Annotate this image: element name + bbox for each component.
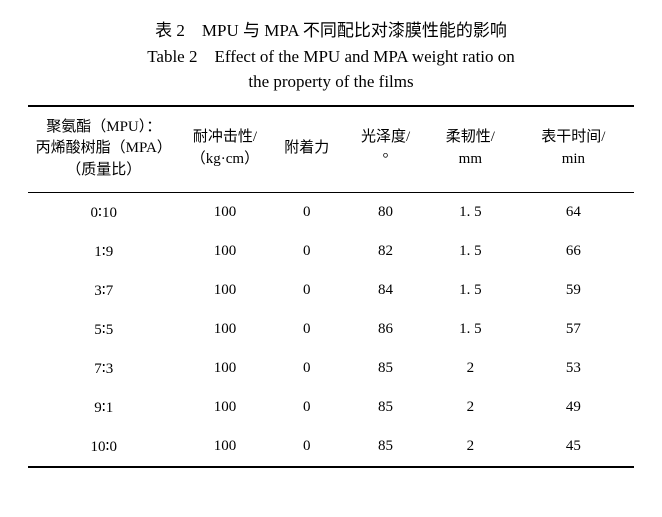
header-text: 耐冲击性/ [193,129,257,145]
table-row: 1∶9 100 0 82 1. 5 66 [28,232,634,271]
cell-adhesion: 0 [270,349,343,388]
cell-impact: 100 [180,349,271,388]
data-table: 聚氨酯（MPU）： 丙烯酸树脂（MPA） （质量比） 耐冲击性/ （kg·cm）… [28,105,634,468]
cell-gloss: 84 [343,271,428,310]
header-text: ° [383,151,389,167]
cell-adhesion: 0 [270,310,343,349]
cell-drytime: 45 [513,427,634,467]
cell-drytime: 49 [513,388,634,427]
cell-flex: 1. 5 [428,232,513,271]
cell-gloss: 85 [343,388,428,427]
cell-flex: 1. 5 [428,310,513,349]
cell-ratio: 7∶3 [28,349,180,388]
header-text: 光泽度/ [361,129,410,145]
cell-impact: 100 [180,232,271,271]
caption-line-cn: 表 2 MPU 与 MPA 不同配比对漆膜性能的影响 [28,18,634,44]
table-row: 3∶7 100 0 84 1. 5 59 [28,271,634,310]
header-text: （质量比） [66,162,141,178]
cell-ratio: 1∶9 [28,232,180,271]
cell-gloss: 82 [343,232,428,271]
cell-flex: 2 [428,349,513,388]
cell-adhesion: 0 [270,271,343,310]
cell-ratio: 5∶5 [28,310,180,349]
header-text: 表干时间/ [541,129,605,145]
cell-adhesion: 0 [270,192,343,232]
cell-drytime: 59 [513,271,634,310]
cell-gloss: 86 [343,310,428,349]
cell-drytime: 64 [513,192,634,232]
cell-flex: 2 [428,427,513,467]
header-text: mm [459,151,482,167]
cell-ratio: 0∶10 [28,192,180,232]
cell-impact: 100 [180,427,271,467]
table-row: 5∶5 100 0 86 1. 5 57 [28,310,634,349]
col-header-gloss: 光泽度/ ° [343,106,428,193]
col-header-ratio: 聚氨酯（MPU）： 丙烯酸树脂（MPA） （质量比） [28,106,180,193]
cell-impact: 100 [180,388,271,427]
cell-ratio: 3∶7 [28,271,180,310]
col-header-adhesion: 附着力 [270,106,343,193]
caption-line-en-1: Table 2 Effect of the MPU and MPA weight… [28,44,634,70]
header-text: min [562,151,585,167]
col-header-drytime: 表干时间/ min [513,106,634,193]
cell-ratio: 10∶0 [28,427,180,467]
header-text: 丙烯酸树脂（MPA） [36,140,172,156]
cell-flex: 1. 5 [428,192,513,232]
table-row: 10∶0 100 0 85 2 45 [28,427,634,467]
cell-flex: 1. 5 [428,271,513,310]
cell-drytime: 66 [513,232,634,271]
cell-gloss: 85 [343,349,428,388]
col-header-flex: 柔韧性/ mm [428,106,513,193]
table-row: 7∶3 100 0 85 2 53 [28,349,634,388]
cell-adhesion: 0 [270,388,343,427]
cell-drytime: 53 [513,349,634,388]
table-body: 0∶10 100 0 80 1. 5 64 1∶9 100 0 82 1. 5 … [28,192,634,467]
cell-adhesion: 0 [270,232,343,271]
table-caption: 表 2 MPU 与 MPA 不同配比对漆膜性能的影响 Table 2 Effec… [28,18,634,95]
header-text: 聚氨酯（MPU）： [46,119,161,135]
header-text: （kg·cm） [191,151,259,167]
header-text: 附着力 [284,140,329,156]
cell-adhesion: 0 [270,427,343,467]
cell-impact: 100 [180,310,271,349]
header-text: 柔韧性/ [446,129,495,145]
cell-drytime: 57 [513,310,634,349]
cell-gloss: 85 [343,427,428,467]
cell-flex: 2 [428,388,513,427]
cell-ratio: 9∶1 [28,388,180,427]
table-row: 0∶10 100 0 80 1. 5 64 [28,192,634,232]
cell-gloss: 80 [343,192,428,232]
table-row: 9∶1 100 0 85 2 49 [28,388,634,427]
table-header-row: 聚氨酯（MPU）： 丙烯酸树脂（MPA） （质量比） 耐冲击性/ （kg·cm）… [28,106,634,193]
caption-line-en-2: the property of the films [28,69,634,95]
cell-impact: 100 [180,271,271,310]
cell-impact: 100 [180,192,271,232]
col-header-impact: 耐冲击性/ （kg·cm） [180,106,271,193]
